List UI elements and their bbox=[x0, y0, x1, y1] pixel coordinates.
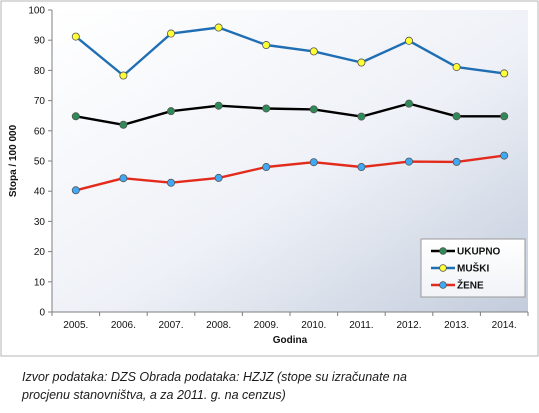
x-tick-label: 2008. bbox=[206, 320, 231, 331]
data-point-ukupno bbox=[71, 112, 80, 121]
data-point-mu-ki bbox=[71, 32, 80, 41]
data-point-ukupno bbox=[357, 112, 366, 121]
y-tick-label: 50 bbox=[34, 157, 46, 168]
y-tick-label: 60 bbox=[34, 126, 46, 137]
series-layer bbox=[71, 23, 509, 195]
data-point-ukupno bbox=[214, 101, 223, 110]
series-line-mu-ki bbox=[75, 26, 505, 77]
legend: UKUPNO MUŠKI ŽENE bbox=[420, 238, 526, 298]
legend-swatch-marker bbox=[439, 264, 447, 272]
data-point-ukupno bbox=[500, 112, 509, 121]
y-tick-label: 100 bbox=[28, 6, 45, 17]
data-point--ene bbox=[71, 186, 80, 195]
x-tick-label: 2014. bbox=[492, 320, 517, 331]
y-tick-label: 80 bbox=[34, 66, 46, 77]
data-point--ene bbox=[309, 158, 318, 167]
y-tick-label: 90 bbox=[34, 36, 46, 47]
data-point-mu-ki bbox=[214, 23, 223, 32]
data-point-mu-ki bbox=[404, 36, 413, 45]
data-point-ukupno bbox=[119, 120, 128, 129]
x-tick-label: 2012. bbox=[396, 320, 421, 331]
data-point-mu-ki bbox=[119, 71, 128, 80]
data-point--ene bbox=[404, 157, 413, 166]
x-tick-label: 2007. bbox=[158, 320, 183, 331]
data-point--ene bbox=[166, 178, 175, 187]
x-tick-label: 2010. bbox=[301, 320, 326, 331]
series--ene bbox=[71, 151, 509, 195]
caption-line-2: procjenu stanovništva, a za 2011. g. na … bbox=[22, 388, 286, 402]
y-tick-label: 10 bbox=[34, 277, 46, 288]
y-tick-label: 20 bbox=[34, 247, 46, 258]
x-tick-label: 2009. bbox=[254, 320, 279, 331]
legend-label: UKUPNO bbox=[457, 247, 501, 258]
y-tick-label: 30 bbox=[34, 217, 46, 228]
legend-item-ukupno: UKUPNO bbox=[431, 247, 501, 258]
data-point-ukupno bbox=[262, 104, 271, 113]
data-point-ukupno bbox=[452, 112, 461, 121]
data-point--ene bbox=[214, 173, 223, 182]
series-line--ene bbox=[75, 154, 505, 192]
data-point--ene bbox=[500, 151, 509, 160]
data-point-mu-ki bbox=[500, 69, 509, 78]
y-tick-label: 70 bbox=[34, 96, 46, 107]
data-point-ukupno bbox=[309, 105, 318, 114]
legend-swatch-marker bbox=[439, 281, 447, 289]
series-ukupno bbox=[71, 99, 509, 129]
legend-item-mu-ki: MUŠKI bbox=[431, 262, 489, 275]
y-tick-label: 40 bbox=[34, 187, 46, 198]
caption-line-1: Izvor podataka: DZS Obrada podataka: HZJ… bbox=[22, 370, 407, 384]
data-point-mu-ki bbox=[166, 29, 175, 38]
series-mu-ki bbox=[71, 23, 509, 80]
legend-item--ene: ŽENE bbox=[431, 279, 484, 292]
y-axis: 0 10 20 30 40 50 60 70 80 90 100 bbox=[28, 6, 53, 319]
legend-items: UKUPNO MUŠKI ŽENE bbox=[431, 247, 501, 292]
x-tick-label: 2013. bbox=[444, 320, 469, 331]
y-axis-title: Stopa / 100 000 bbox=[8, 124, 19, 197]
x-axis-title: Godina bbox=[273, 335, 308, 346]
series-line-ukupno bbox=[75, 102, 505, 127]
data-point-mu-ki bbox=[262, 41, 271, 50]
data-point--ene bbox=[119, 174, 128, 183]
data-point-mu-ki bbox=[309, 47, 318, 56]
data-point-mu-ki bbox=[357, 58, 366, 67]
x-axis: 2005. 2006. 2007. 2008. 2009. 2010. 2011. 2012.… bbox=[51, 311, 529, 331]
legend-swatch-marker bbox=[439, 247, 447, 255]
data-point-mu-ki bbox=[452, 63, 461, 72]
data-point-ukupno bbox=[404, 99, 413, 108]
x-tick-label: 2011. bbox=[349, 320, 373, 331]
x-tick-label: 2006. bbox=[111, 320, 136, 331]
legend-label: ŽENE bbox=[457, 279, 484, 292]
y-tick-label: 0 bbox=[39, 308, 45, 319]
data-point--ene bbox=[452, 157, 461, 166]
data-point--ene bbox=[262, 163, 271, 172]
legend-label: MUŠKI bbox=[457, 262, 489, 275]
data-point-ukupno bbox=[166, 107, 175, 116]
chart-source-caption: Izvor podataka: DZS Obrada podataka: HZJ… bbox=[22, 368, 522, 404]
x-tick-label: 2005. bbox=[63, 320, 88, 331]
data-point--ene bbox=[357, 163, 366, 172]
